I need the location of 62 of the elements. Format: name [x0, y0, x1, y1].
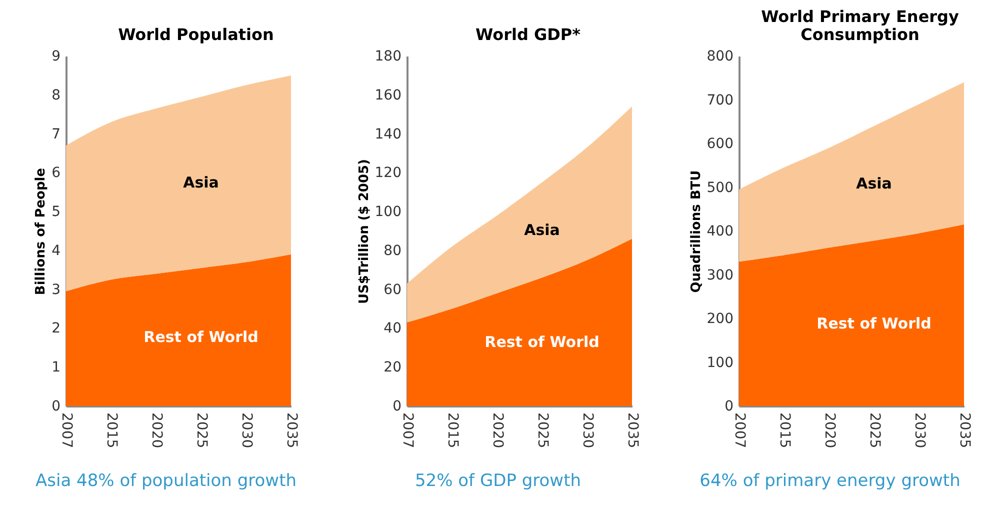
chart-title: World Primary Energy Consumption [760, 6, 960, 44]
y-tick-label: 2 [51, 320, 60, 337]
y-tick-label: 180 [374, 48, 401, 64]
chart-title: World Population [117, 24, 275, 44]
series-label: Rest of World [816, 314, 931, 332]
y-tick-label: 100 [706, 354, 733, 371]
text: 64% of primary energy growth [700, 471, 960, 491]
series-label: Asia [524, 221, 560, 240]
x-tick-label: 2030 [911, 412, 927, 448]
x-tick-label: 2007 [58, 412, 74, 448]
y-tick-label: 6 [51, 165, 60, 182]
y-tick-label: 7 [51, 126, 60, 142]
x-tick-label: 2025 [866, 412, 882, 448]
y-tick-label: 20 [383, 360, 401, 376]
y-tick-label: 1 [51, 360, 60, 376]
y-tick-label: 0 [51, 398, 60, 414]
y-tick-label: 140 [374, 126, 401, 142]
y-tick-label: 700 [706, 92, 733, 108]
y-tick-label: 400 [706, 224, 733, 240]
x-tick-label: 2025 [534, 412, 550, 448]
y-tick-label: 5 [51, 204, 60, 220]
series-label: Asia [856, 174, 892, 192]
y-tick-label: 8 [51, 87, 60, 104]
y-tick-label: 200 [706, 311, 733, 327]
x-tick-label: 2020 [489, 412, 505, 448]
x-tick-label: 2007 [399, 412, 415, 448]
y-axis-title: Billions of People [33, 168, 48, 296]
y-tick-label: 500 [706, 180, 733, 196]
y-tick-label: 4 [51, 242, 60, 259]
y-tick-label: 800 [706, 48, 733, 64]
y-tick-label: 60 [383, 282, 401, 298]
x-tick-label: 2030 [238, 412, 254, 448]
x-tick-label: 2015 [444, 412, 460, 448]
y-axis-title: Quadrillions BTU [688, 170, 704, 293]
y-tick-label: 80 [383, 242, 401, 259]
y-tick-label: 0 [724, 398, 733, 414]
text: 52% of GDP growth [414, 471, 582, 491]
x-tick-label: 2020 [148, 412, 164, 448]
y-tick-label: 160 [374, 87, 401, 104]
chart-title: World GDP* [474, 24, 582, 44]
y-tick-label: 120 [374, 165, 401, 182]
series-label: Asia [182, 173, 218, 192]
x-tick-label: 2015 [776, 412, 792, 448]
x-tick-label: 2035 [624, 412, 640, 448]
y-tick-label: 300 [706, 267, 733, 284]
y-tick-label: 40 [383, 320, 401, 337]
series-label: Rest of World [484, 332, 599, 351]
series-label: Rest of World [143, 328, 258, 346]
x-tick-label: 2030 [579, 412, 595, 448]
x-tick-label: 2025 [193, 412, 209, 448]
y-tick-label: 0 [392, 398, 401, 414]
y-tick-label: 100 [374, 204, 401, 220]
x-tick-label: 2020 [821, 412, 837, 448]
x-tick-label: 2007 [731, 412, 747, 448]
y-tick-label: 600 [706, 136, 733, 152]
x-tick-label: 2035 [283, 412, 299, 448]
y-tick-label: 9 [51, 48, 60, 64]
y-axis-title: US$Trillion ($ 2005) [356, 159, 372, 304]
x-tick-label: 2015 [103, 412, 119, 448]
x-tick-label: 2035 [956, 412, 972, 448]
text: Asia 48% of population growth [35, 471, 297, 491]
y-tick-label: 3 [51, 282, 60, 298]
